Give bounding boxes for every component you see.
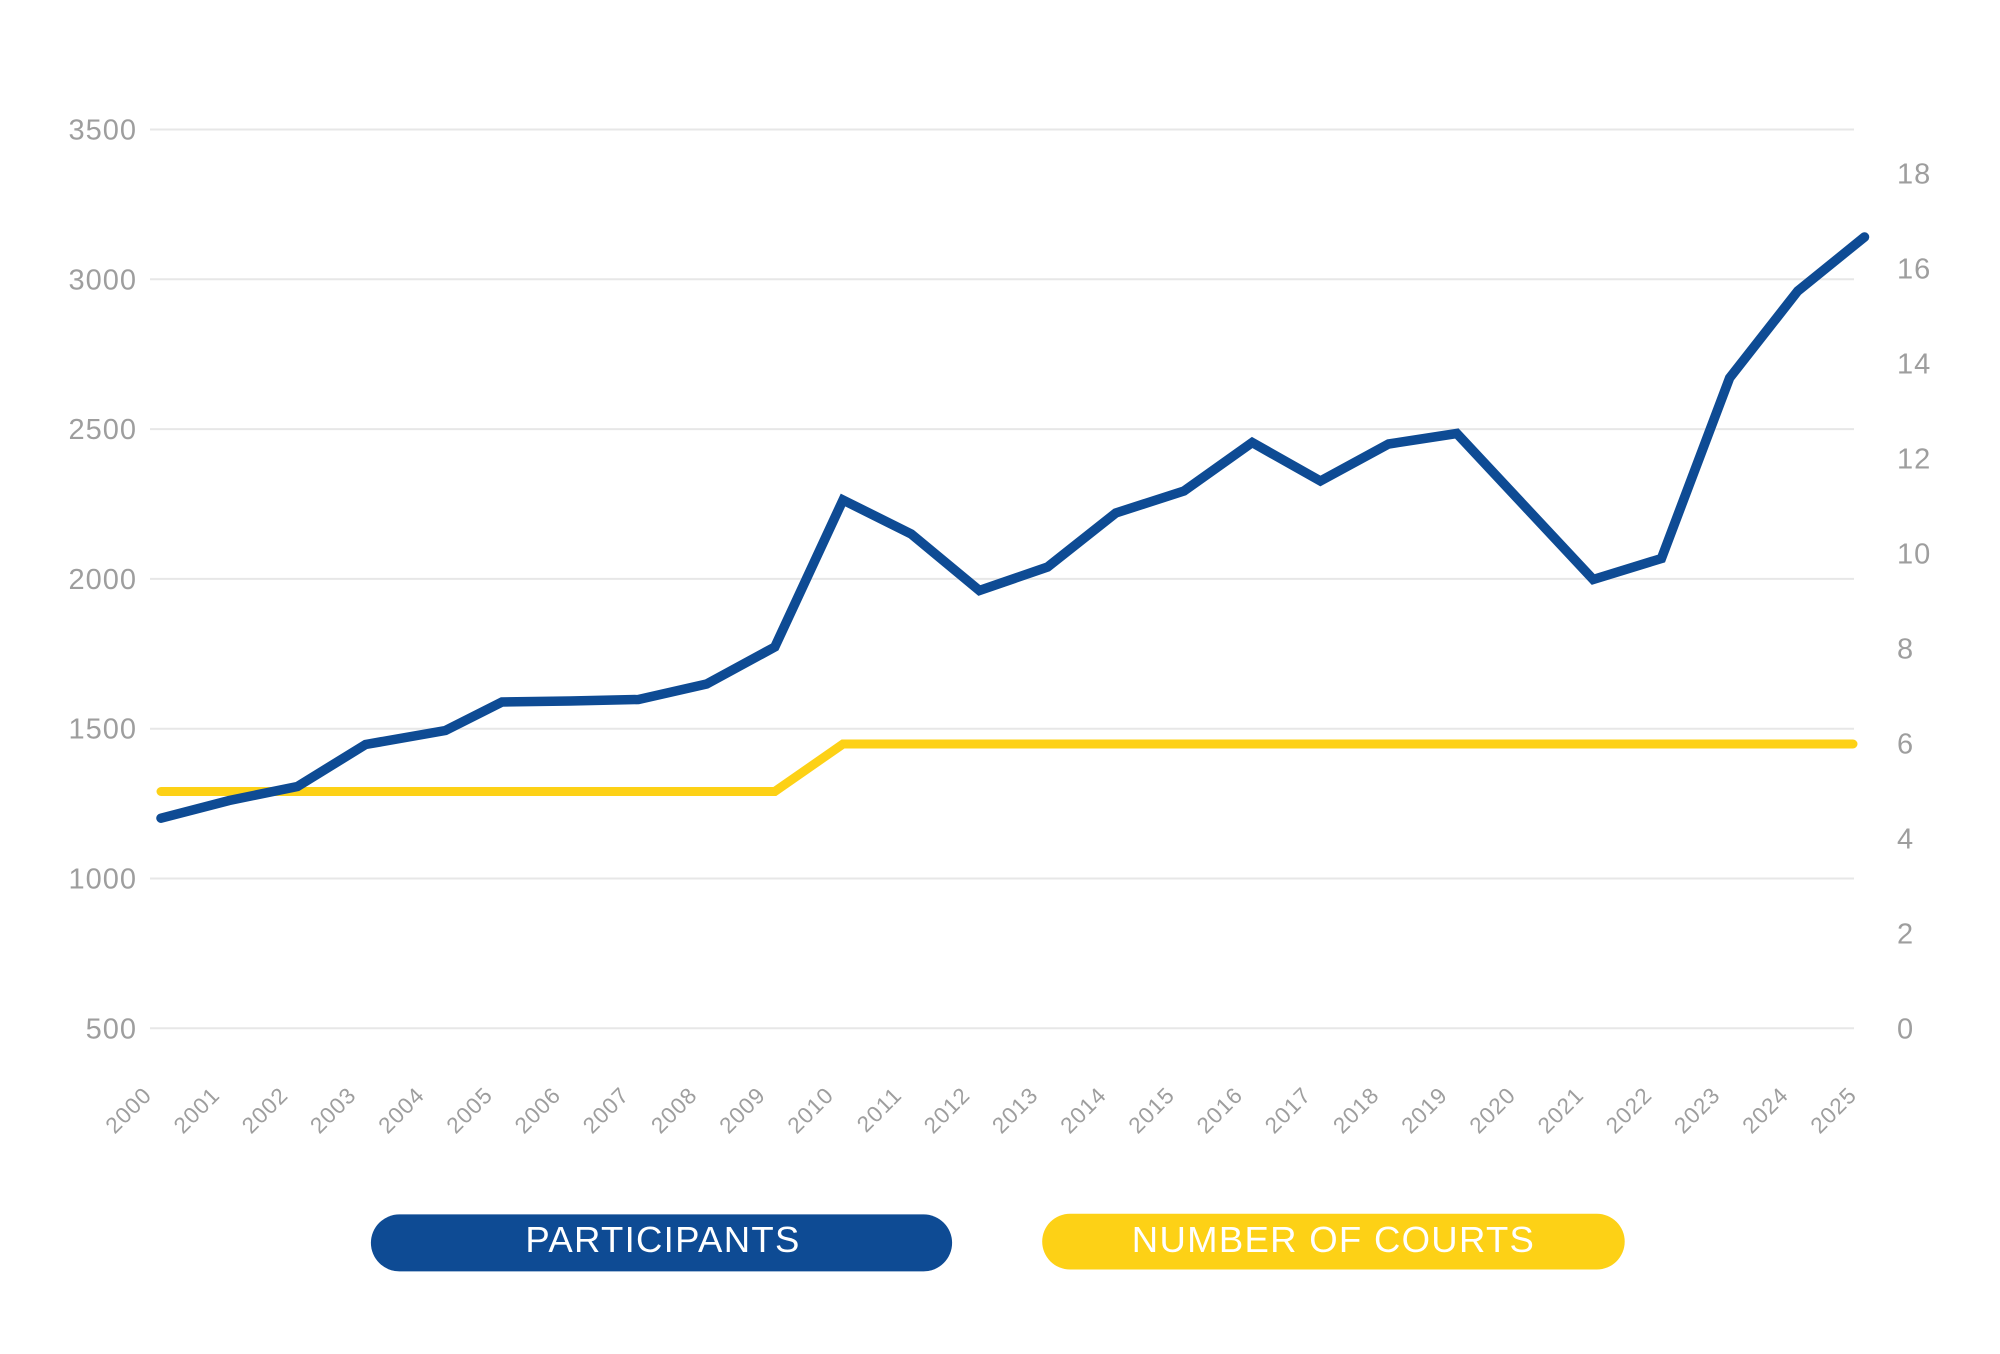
svg-text:PARTICIPANTS: PARTICIPANTS — [525, 1219, 800, 1260]
svg-text:2500: 2500 — [68, 414, 137, 446]
svg-text:2000: 2000 — [68, 564, 137, 596]
svg-text:8: 8 — [1897, 634, 1914, 666]
svg-text:12: 12 — [1897, 444, 1931, 476]
svg-text:500: 500 — [86, 1013, 137, 1045]
svg-text:3500: 3500 — [68, 115, 137, 147]
svg-text:1000: 1000 — [68, 864, 137, 896]
svg-text:14: 14 — [1897, 349, 1931, 381]
svg-text:3000: 3000 — [68, 264, 137, 296]
svg-text:18: 18 — [1897, 159, 1931, 191]
svg-text:4: 4 — [1897, 824, 1914, 856]
svg-text:2: 2 — [1897, 919, 1914, 951]
svg-text:16: 16 — [1897, 254, 1931, 286]
svg-text:1500: 1500 — [68, 714, 137, 746]
svg-text:10: 10 — [1897, 539, 1931, 571]
svg-text:NUMBER OF COURTS: NUMBER OF COURTS — [1132, 1219, 1535, 1260]
svg-text:0: 0 — [1897, 1014, 1914, 1046]
svg-text:6: 6 — [1897, 729, 1914, 761]
